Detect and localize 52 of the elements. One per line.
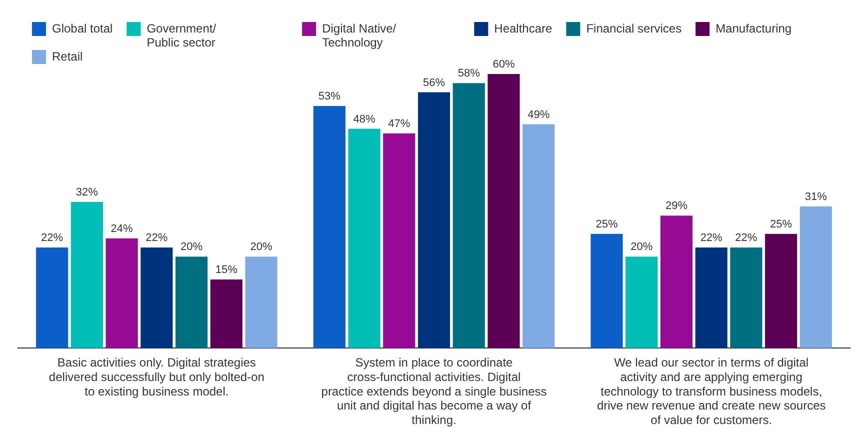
bar [488,74,520,348]
bar [695,248,728,348]
data-label: 22% [735,232,758,244]
bar [418,92,450,348]
data-label: 53% [318,90,341,102]
bar [522,124,555,348]
bar [106,238,138,348]
data-label: 60% [492,58,515,71]
x-tick-label: Basic activities only. Digital strategies delivered successfully but only bolted-on to existing business model. [48,356,264,398]
data-label: 25% [596,218,618,230]
bar [245,256,278,348]
data-label: 25% [770,218,792,230]
data-label: 31% [804,190,828,203]
bar [210,280,242,348]
data-label: 49% [528,108,550,121]
bar [765,234,798,348]
data-label: 15% [215,264,238,276]
legend-label: Manufacturing [716,21,792,36]
bar [660,216,693,348]
bar [730,248,762,348]
bar [313,106,346,348]
data-label: 20% [250,241,272,254]
legend-label: Digital Native/ Technology [322,21,397,50]
bar [348,128,380,348]
data-label: 22% [146,232,168,244]
bar [452,83,485,348]
bar [383,133,416,348]
bar [800,206,832,348]
data-label: 22% [700,232,723,244]
data-label: 56% [422,76,446,89]
legend-label: Healthcare [494,21,553,36]
data-label: 58% [458,68,480,80]
bar [626,256,658,348]
x-tick-label: We lead our sector in terms of digital activity and are applying emerging technology to transform business models, drive new revenue and create new sources of value for customers. [596,356,826,428]
data-label: 20% [180,241,203,254]
bar [36,248,68,348]
data-label: 48% [353,113,376,126]
x-tick-label: System in place to coordinate cross-functional activities. Digital practice extends beyond a single business unit and digital has become a way of thinking. [321,356,547,428]
data-label: 32% [76,186,98,198]
data-label: 24% [110,222,134,235]
data-label: 29% [665,200,688,212]
legend-label: Financial services [586,21,682,36]
data-label: 22% [41,232,64,244]
bar [590,234,623,348]
data-label: 20% [630,241,653,254]
bar [175,256,208,348]
data-label: 47% [388,118,410,130]
bar [140,248,173,348]
legend-label: Retail [52,49,83,64]
legend-label: Government/ Public sector [146,21,217,50]
bar [70,202,103,348]
legend-label: Global total [52,21,113,36]
